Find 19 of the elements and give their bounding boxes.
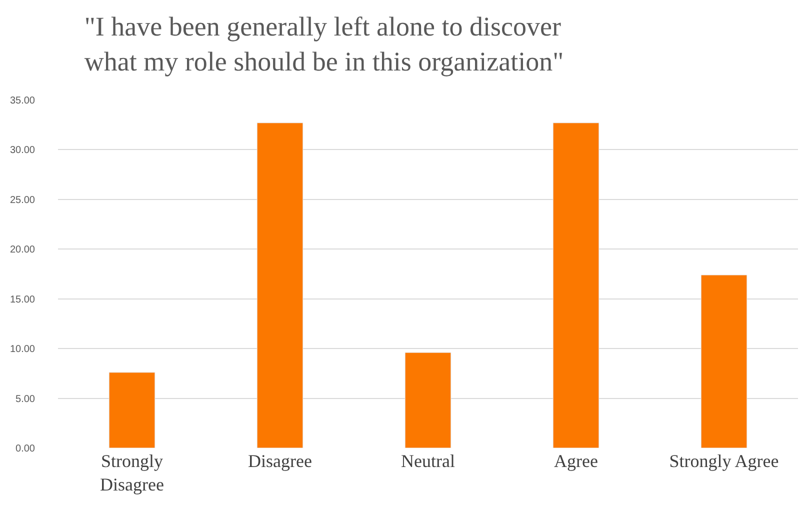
x-tick-label: Disagree: [248, 451, 312, 471]
bar: [404, 352, 452, 448]
y-tick-label: 0.00: [16, 444, 36, 454]
bar: [552, 122, 600, 448]
y-tick-label: 35.00: [10, 96, 36, 106]
bar: [256, 122, 304, 448]
chart-title: "I have been generally left alone to discover what my role should be in this organization": [84, 12, 564, 77]
y-tick-label: 10.00: [10, 344, 36, 356]
bar: [700, 274, 748, 448]
y-tick-label: 15.00: [10, 294, 36, 306]
y-tick-label: 25.00: [10, 194, 36, 206]
y-tick-label: 30.00: [10, 145, 36, 156]
y-tick-label: 5.00: [16, 394, 36, 405]
x-tick-label: Neutral: [401, 451, 455, 471]
y-tick-label: 20.00: [10, 244, 36, 256]
x-tick-label: Strongly Disagree: [100, 451, 164, 494]
x-tick-label: Agree: [554, 451, 598, 471]
bar: [108, 372, 156, 448]
x-tick-label: Strongly Agree: [669, 451, 779, 471]
